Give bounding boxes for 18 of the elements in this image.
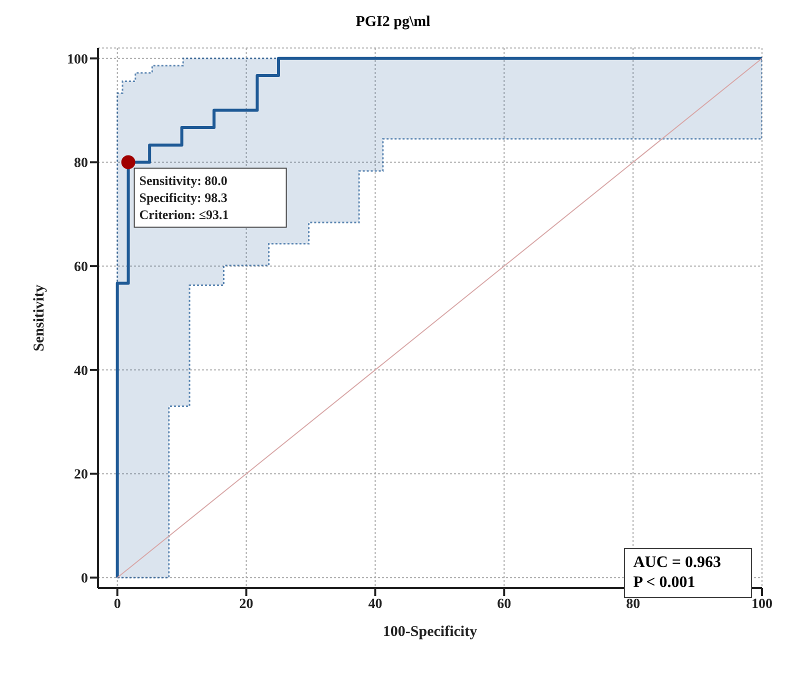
x-tick-label: 0 <box>114 596 121 612</box>
x-tick-label: 80 <box>626 596 640 612</box>
y-tick-label: 60 <box>74 260 88 276</box>
y-axis-title: Sensitivity <box>31 284 48 352</box>
x-tick-label: 100 <box>752 596 772 612</box>
y-tick-label: 20 <box>74 468 88 483</box>
x-tick-label: 40 <box>368 596 382 612</box>
annotation: Sensitivity: 80.0 Specificity: 98.3 Criterion: ≤93.1 <box>139 173 229 222</box>
annotation: AUC = 0.963 P < 0.001 <box>624 548 752 598</box>
y-tick-label: 40 <box>74 364 88 379</box>
y-tick-label: 80 <box>74 156 88 172</box>
x-tick-label: 20 <box>239 596 254 612</box>
chart-title: PGI2 pg\ml <box>354 14 432 31</box>
y-tick-label: 0 <box>81 572 88 587</box>
x-axis-title: 100-Specificity <box>382 624 478 640</box>
callout-box: Sensitivity: 80.0 Specificity: 98.3 Criterion: ≤93.1 <box>134 168 287 228</box>
y-tick-label: 100 <box>67 52 88 68</box>
x-tick-label: 60 <box>497 596 512 612</box>
